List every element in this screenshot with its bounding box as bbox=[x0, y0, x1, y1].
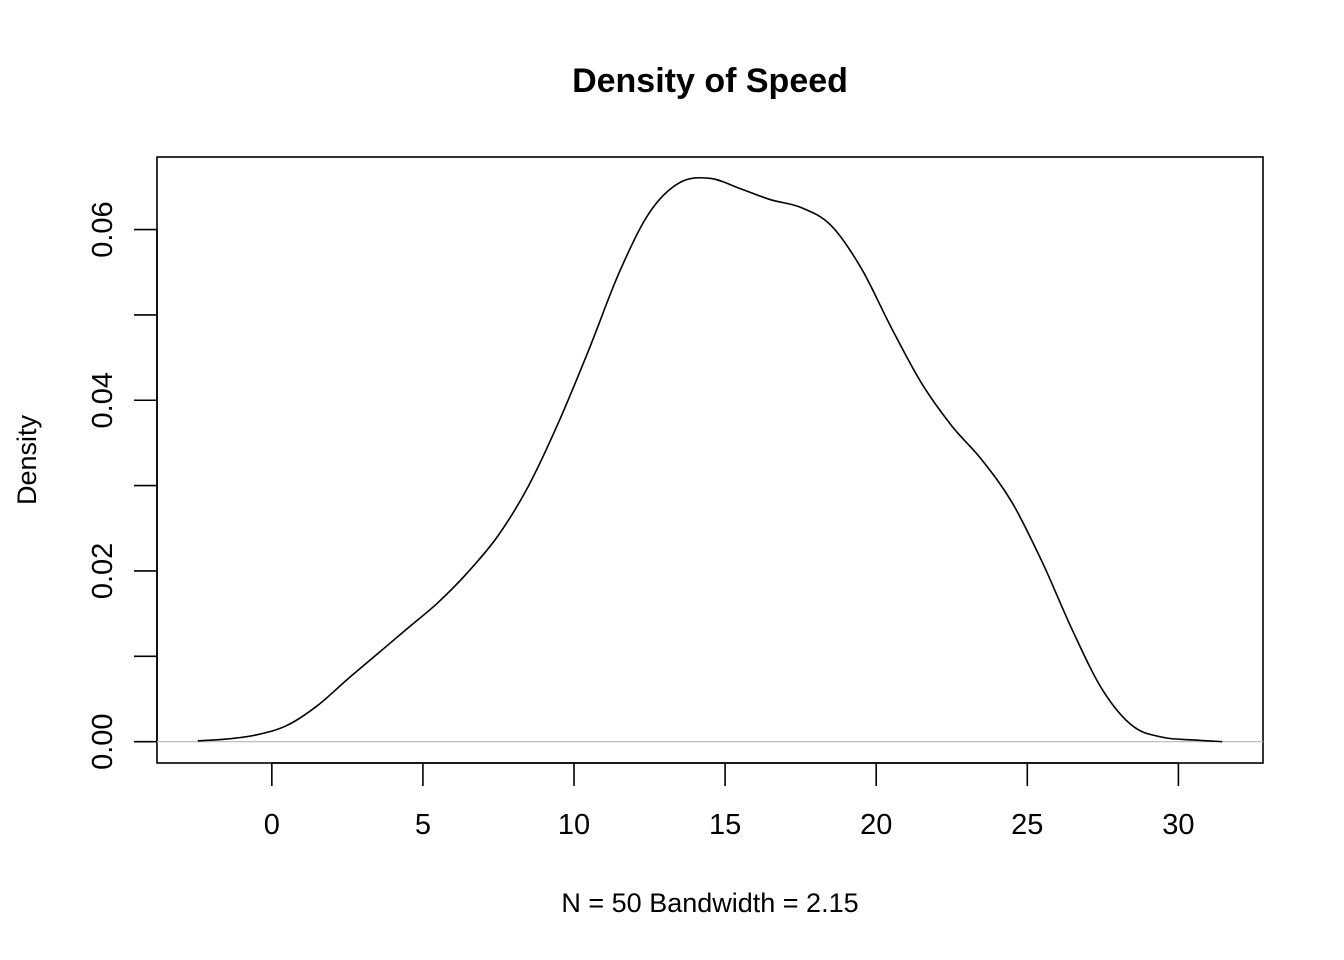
y-tick-label: 0.00 bbox=[87, 713, 119, 769]
x-tick-label: 10 bbox=[558, 809, 590, 841]
plot-frame bbox=[156, 156, 1264, 764]
y-tick-label: 0.02 bbox=[87, 543, 119, 599]
x-tick-label: 25 bbox=[1011, 809, 1043, 841]
y-axis-label: Density bbox=[12, 414, 42, 505]
x-axis: 0 5 10 15 20 25 30 bbox=[264, 762, 1195, 841]
y-tick-label: 0.04 bbox=[87, 372, 119, 428]
series-layer bbox=[197, 176, 1223, 743]
x-tick-label: 30 bbox=[1162, 809, 1194, 841]
y-axis: 0.00 0.02 0.04 0.06 bbox=[87, 201, 158, 770]
y-tick-label: 0.06 bbox=[87, 201, 119, 257]
x-axis-label: N = 50 Bandwidth = 2.15 bbox=[561, 888, 858, 918]
x-tick-label: 20 bbox=[860, 809, 892, 841]
x-tick-label: 0 bbox=[264, 809, 280, 841]
density-line bbox=[197, 176, 1223, 743]
x-tick-label: 15 bbox=[709, 809, 741, 841]
x-tick-label: 5 bbox=[415, 809, 431, 841]
chart-title: Density of Speed bbox=[572, 62, 848, 100]
